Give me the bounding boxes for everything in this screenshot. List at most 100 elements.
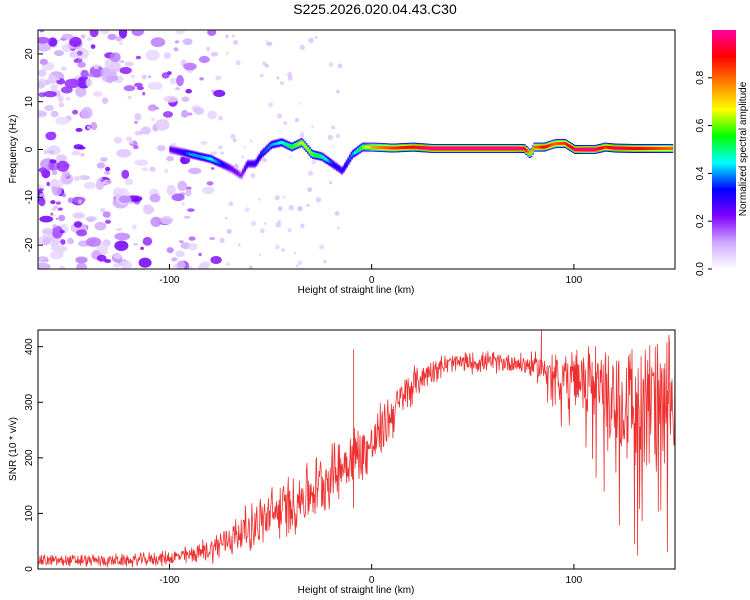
- spectrogram-ridge-cell: [184, 151, 187, 155]
- spectrogram-noise-blob: [149, 166, 156, 172]
- spectrogram-noise-blob: [87, 73, 93, 78]
- spectrogram-x-axis-label: Height of straight line (km): [298, 285, 415, 296]
- spectrogram-ridge-cell: [522, 147, 525, 150]
- spectrogram-noise-blob: [209, 236, 216, 241]
- spectrogram-ridge-cell: [603, 145, 606, 149]
- snr-x-axis-label: Height of straight line (km): [298, 585, 415, 596]
- spectrogram-ridge-cell: [195, 154, 198, 158]
- spectrogram-ridge-cell: [211, 158, 214, 162]
- spectrogram-ridge-cell: [205, 156, 208, 160]
- spectrogram-noise-blob: [287, 72, 293, 78]
- spectrogram-noise-blob: [311, 159, 317, 165]
- spectrogram-noise-blob: [318, 244, 325, 250]
- spectrogram-ridge-cell: [216, 160, 219, 164]
- spectrogram-noise-blob: [80, 34, 86, 39]
- spectrogram-ridge-cell: [640, 147, 643, 150]
- snr-x-tick-label: -100: [159, 575, 179, 586]
- spectrogram-noise-blob: [279, 81, 284, 86]
- spectrogram-ridge-cell: [450, 147, 454, 150]
- spectrogram-noise-blob: [57, 207, 63, 211]
- spectrogram-noise-blob: [336, 226, 341, 230]
- colorbar-tick-label: 0.6: [695, 118, 706, 132]
- spectrogram-noise-blob: [134, 113, 142, 121]
- spectrogram-ridge-cell: [258, 156, 261, 159]
- spectrogram-ridge-cell: [431, 147, 434, 150]
- spectrogram-noise-blob: [213, 89, 226, 97]
- spectrogram-ridge-cell: [174, 149, 177, 153]
- spectrogram-ridge-cell: [289, 144, 292, 148]
- spectrogram-noise-blob: [210, 52, 219, 57]
- spectrogram-noise-blob: [264, 63, 269, 68]
- spectrogram-ridge-cell: [349, 156, 352, 160]
- spectrogram-noise-blob: [56, 201, 61, 205]
- colorbar: 0.0 0.2 0.4 0.6 0.8 Normalized spectral ampl…: [695, 30, 749, 276]
- spectrogram-ridge-cell: [169, 148, 172, 151]
- spectrogram-noise-blob: [166, 247, 174, 254]
- spectrogram-noise-blob: [294, 117, 300, 123]
- spectrogram-ridge-cell: [514, 147, 517, 150]
- spectrogram-noise-blob: [293, 252, 296, 255]
- spectrogram-noise-blob: [100, 157, 108, 162]
- spectrogram-ridge-cell: [368, 145, 371, 149]
- spectrogram-ridge-cell: [421, 146, 424, 150]
- spectrogram-ridge-cell: [625, 146, 628, 150]
- spectrogram-ridge-cell: [277, 141, 280, 145]
- spectrogram-noise-blob: [306, 203, 310, 207]
- spectrogram-noise-blob: [78, 146, 86, 150]
- spectrogram-ridge-cell: [667, 147, 670, 150]
- spectrogram-noise-blob: [328, 181, 333, 185]
- spectrogram-noise-blob: [147, 81, 163, 90]
- spectrogram-ridge-cell: [501, 147, 504, 150]
- spectrogram-ridge-cell: [324, 157, 327, 161]
- spectrogram-noise-blob: [73, 221, 83, 228]
- spectrogram-noise-blob: [134, 82, 143, 88]
- spectrogram-noise-blob: [181, 96, 190, 102]
- spectrogram-ridge-cell: [381, 146, 384, 150]
- spectrogram-noise-blob: [232, 138, 237, 143]
- spectrogram-ridge-cell: [285, 143, 289, 147]
- spectrogram-noise-blob: [67, 237, 74, 245]
- spectrogram-noise-blob: [138, 257, 152, 268]
- spectrogram-ridge-cell: [297, 142, 300, 146]
- spectrogram-ridge-cell: [539, 145, 543, 149]
- spectrogram-noise-blob: [251, 220, 257, 226]
- spectrogram-noise-blob: [150, 37, 166, 48]
- spectrogram-noise-blob: [51, 245, 68, 252]
- spectrogram-noise-blob: [51, 214, 56, 217]
- spectrogram-ridge-cell: [319, 154, 323, 158]
- spectrogram-noise-blob: [44, 104, 54, 112]
- spectrogram-noise-blob: [336, 89, 340, 94]
- spectrogram-noise-blob: [48, 37, 58, 47]
- spectrogram-noise-blob: [238, 243, 241, 247]
- spectrogram-ridge-cell: [358, 147, 361, 151]
- spectrogram-ridge-cell: [337, 166, 340, 170]
- spectrogram-ridge-cell: [656, 147, 659, 150]
- spectrogram-noise-blob: [173, 47, 179, 52]
- snr-y-tick-label: 0: [24, 566, 35, 572]
- spectrogram-noise-blob: [198, 55, 210, 64]
- spectrogram-ridge-cell: [276, 141, 279, 145]
- spectrogram-noise-blob: [287, 228, 292, 233]
- spectrogram-noise-blob: [161, 72, 170, 79]
- spectrogram-noise-blob: [105, 166, 111, 172]
- spectrogram-ridge-cell: [616, 146, 619, 150]
- spectrogram-ridge-cell: [486, 147, 489, 150]
- spectrogram-ridge-cell: [311, 153, 314, 156]
- spectrogram-ridge-cell: [237, 172, 240, 176]
- spectrogram-x-tick-label: 0: [369, 275, 375, 286]
- spectrogram-noise-blob: [65, 96, 71, 101]
- spectrogram-ridge-cell: [394, 146, 397, 150]
- spectrogram-noise-blob: [85, 237, 102, 247]
- spectrogram-ridge-cell: [182, 151, 185, 155]
- colorbar-tick-label: 0.2: [695, 214, 706, 228]
- spectrogram-ridge-cell: [554, 142, 557, 146]
- spectrogram-noise-blob: [118, 195, 132, 203]
- spectrogram-ridge-cell: [404, 146, 407, 149]
- spectrogram-ridge-cell: [662, 147, 666, 150]
- spectrogram-ridge-cell: [400, 146, 403, 150]
- spectrogram-noise-blob: [226, 52, 229, 55]
- spectrogram-ridge-cell: [264, 148, 268, 152]
- snr-y-tick-label: 200: [24, 449, 35, 466]
- spectrogram-ridge-cell: [611, 146, 614, 150]
